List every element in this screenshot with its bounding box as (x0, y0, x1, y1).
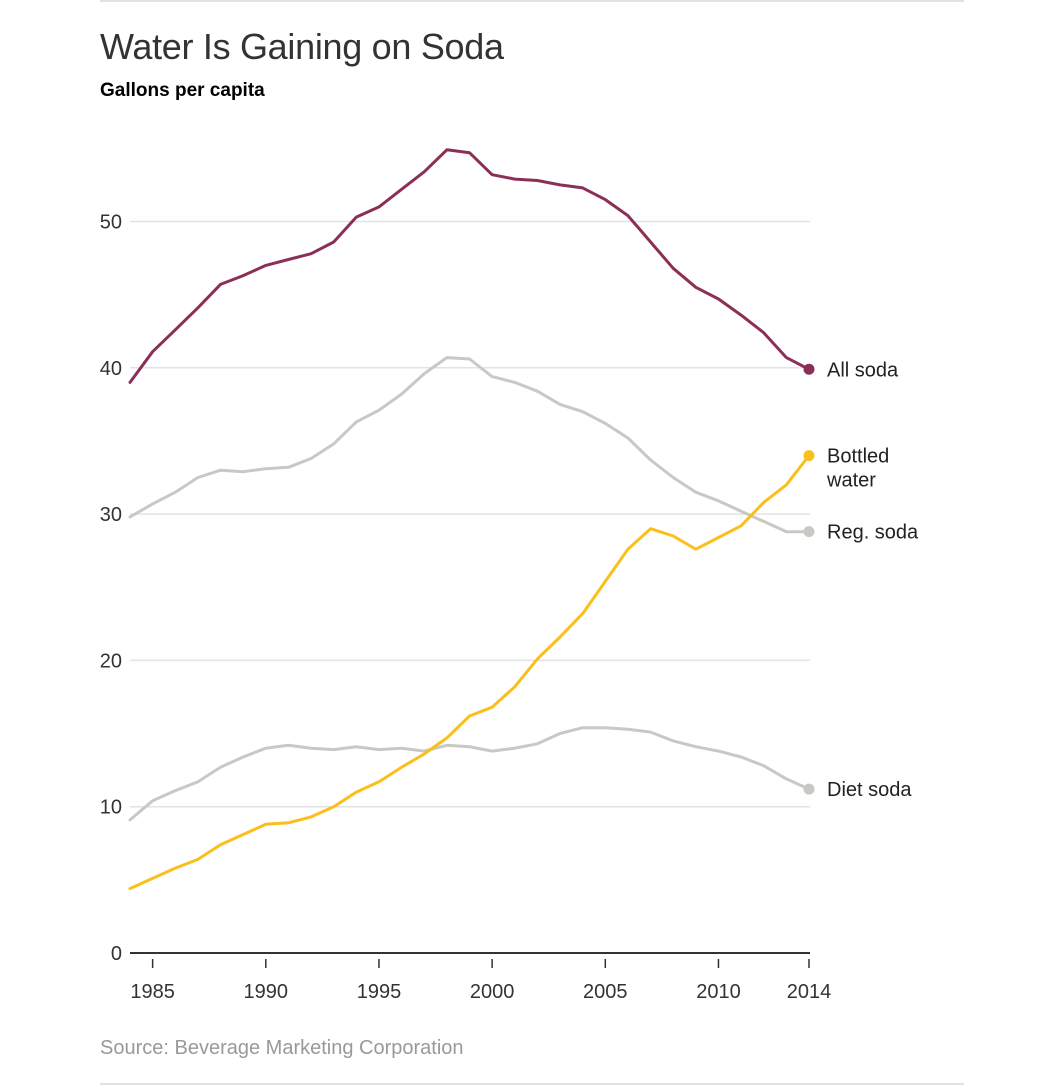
gridlines (130, 220, 810, 954)
y-tick-label: 20 (100, 650, 122, 672)
end-point-reg-soda (803, 526, 815, 538)
x-tick-label: 1995 (357, 981, 402, 1003)
chart-subtitle: Gallons per capita (100, 80, 265, 101)
x-tick-label: 1990 (244, 981, 289, 1003)
x-tick-label: 2010 (696, 981, 741, 1003)
y-axis: 0 10 20 30 40 50 (100, 212, 122, 966)
series-line-diet-soda (128, 726, 811, 822)
series-line-bottled-water (128, 454, 811, 891)
series-label-bottled-water: water (826, 470, 876, 492)
y-tick-label: 40 (100, 358, 122, 380)
series-label-bottled-water: Bottled (827, 446, 889, 468)
series-lines (128, 148, 815, 891)
series-line-all-soda (128, 148, 811, 384)
chart-title: Water Is Gaining on Soda (100, 26, 504, 67)
top-divider (100, 0, 964, 2)
x-tick-label: 2000 (470, 981, 515, 1003)
series-line-reg-soda (128, 356, 811, 534)
y-tick-label: 0 (111, 943, 122, 965)
source-note: Source: Beverage Marketing Corporation (100, 1037, 464, 1059)
end-point-diet-soda (803, 783, 815, 795)
x-tick-label: 2005 (583, 981, 628, 1003)
series-label-reg-soda: Reg. soda (827, 522, 919, 544)
x-tick-label: 2014 (787, 981, 832, 1003)
y-tick-label: 10 (100, 797, 122, 819)
y-tick-label: 50 (100, 212, 122, 234)
series-label-all-soda: All soda (827, 359, 899, 381)
x-tick-label: 1985 (130, 981, 175, 1003)
end-point-bottled-water (803, 450, 815, 462)
end-point-all-soda (803, 363, 815, 375)
bottom-divider (100, 1083, 964, 1085)
y-tick-label: 30 (100, 504, 122, 526)
x-axis: 1985 1990 1995 2000 2005 2010 2014 (130, 959, 831, 1003)
series-label-diet-soda: Diet soda (827, 779, 912, 801)
